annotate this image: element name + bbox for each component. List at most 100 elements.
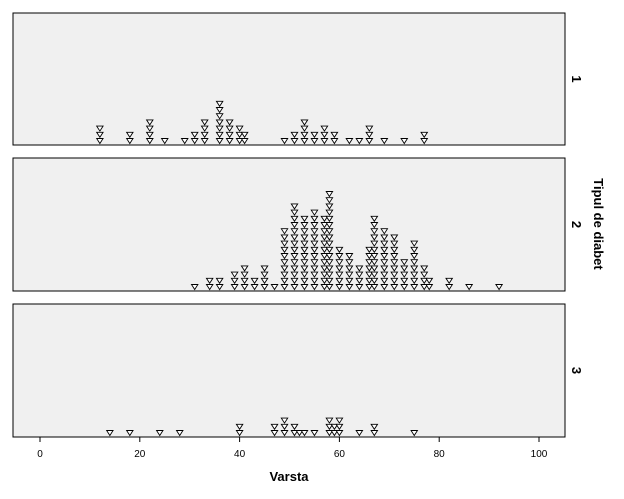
data-point <box>125 131 134 139</box>
data-point <box>160 138 169 145</box>
data-point <box>260 265 269 272</box>
data-point <box>280 228 289 235</box>
data-point <box>95 131 104 139</box>
data-point <box>310 277 319 285</box>
data-point <box>240 271 249 278</box>
data-point <box>215 107 224 114</box>
data-point <box>190 131 199 139</box>
panel-label: 2 <box>569 221 584 228</box>
data-point <box>280 138 289 145</box>
data-point <box>225 138 234 145</box>
data-point <box>380 259 389 266</box>
data-point <box>330 430 339 437</box>
data-point <box>335 259 344 266</box>
data-point <box>300 265 309 272</box>
panel-background <box>12 157 566 292</box>
data-point <box>145 131 154 139</box>
data-point <box>325 430 334 437</box>
data-point <box>105 430 114 437</box>
data-point <box>310 228 319 235</box>
data-point <box>320 234 329 241</box>
data-point <box>325 203 334 210</box>
data-point <box>190 284 199 291</box>
data-point <box>280 277 289 285</box>
data-point <box>225 125 234 132</box>
data-point <box>290 234 299 241</box>
data-point <box>355 138 364 145</box>
data-point <box>320 259 329 266</box>
data-point <box>495 284 504 291</box>
data-point <box>225 131 234 139</box>
data-point <box>215 138 224 145</box>
data-point <box>325 277 334 285</box>
data-point <box>370 284 379 291</box>
data-point <box>230 271 239 278</box>
data-point <box>410 265 419 272</box>
data-point <box>300 277 309 285</box>
data-point <box>370 240 379 247</box>
data-point <box>180 138 189 145</box>
data-point <box>300 271 309 278</box>
x-tick-label: 40 <box>234 449 246 460</box>
data-point <box>400 259 409 266</box>
panel-background <box>12 12 566 146</box>
data-point <box>425 277 434 285</box>
data-point <box>235 138 244 145</box>
data-point <box>310 138 319 145</box>
data-point <box>240 131 249 139</box>
data-point <box>295 430 304 437</box>
data-point <box>125 430 134 437</box>
data-point <box>345 253 354 260</box>
data-point <box>320 277 329 285</box>
data-point <box>320 222 329 229</box>
data-point <box>365 265 374 272</box>
data-point <box>370 423 379 431</box>
data-point <box>330 423 339 431</box>
data-point <box>345 265 354 272</box>
data-point <box>300 253 309 260</box>
data-point <box>215 131 224 139</box>
data-point <box>355 284 364 291</box>
data-point <box>300 138 309 145</box>
data-point <box>310 240 319 247</box>
data-point <box>325 417 334 424</box>
data-point <box>380 277 389 285</box>
data-point <box>310 131 319 139</box>
data-point <box>290 430 299 437</box>
data-point <box>465 284 474 291</box>
data-point <box>370 265 379 272</box>
x-tick-label: 0 <box>37 449 43 460</box>
data-point <box>400 284 409 291</box>
data-point <box>280 234 289 241</box>
data-point <box>320 215 329 223</box>
data-point <box>345 277 354 285</box>
data-point <box>365 271 374 278</box>
data-point <box>325 259 334 266</box>
x-axis-title: Varsta <box>269 469 309 484</box>
data-point <box>420 265 429 272</box>
data-point <box>365 138 374 145</box>
data-point <box>200 119 209 126</box>
data-point <box>240 277 249 285</box>
data-point <box>290 246 299 254</box>
data-point <box>345 271 354 278</box>
data-point <box>390 246 399 254</box>
data-point <box>260 284 269 291</box>
data-point <box>225 119 234 126</box>
data-point <box>215 100 224 108</box>
panel-2: 2 <box>12 157 584 292</box>
data-point <box>410 277 419 285</box>
panel-label: 3 <box>569 367 584 374</box>
data-point <box>335 271 344 278</box>
data-point <box>365 259 374 266</box>
data-point <box>400 271 409 278</box>
data-point <box>290 209 299 216</box>
data-point <box>345 138 354 145</box>
data-point <box>95 138 104 145</box>
data-point <box>260 277 269 285</box>
data-point <box>310 259 319 266</box>
data-point <box>325 423 334 431</box>
data-point <box>300 234 309 241</box>
data-point <box>320 265 329 272</box>
data-point <box>280 253 289 260</box>
